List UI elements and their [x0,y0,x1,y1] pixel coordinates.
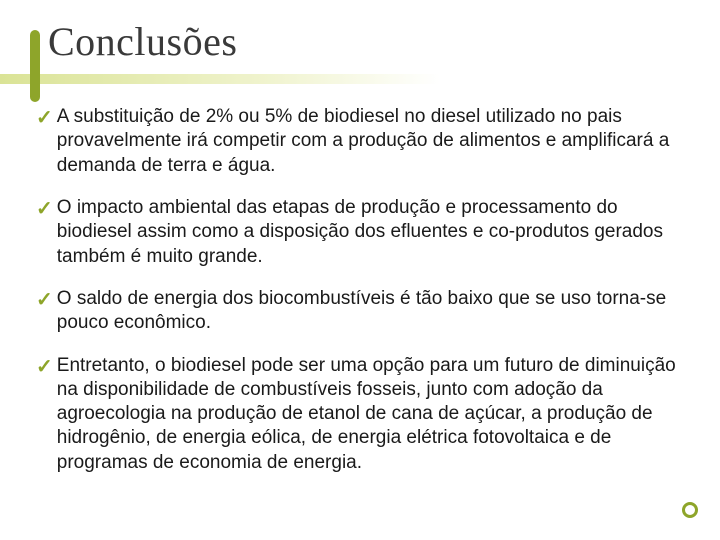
bullet-item: ✓ O impacto ambiental das etapas de prod… [36,196,678,269]
content-area: ✓ A substituição de 2% ou 5% de biodiese… [0,65,720,475]
corner-decoration-icon [682,502,698,518]
title-container: Conclusões [0,0,720,65]
bullet-item: ✓ Entretanto, o biodiesel pode ser uma o… [36,354,678,476]
slide: Conclusões ✓ A substituição de 2% ou 5% … [0,0,720,540]
check-icon: ✓ [36,288,53,312]
title-underline [0,74,440,84]
slide-title: Conclusões [48,18,720,65]
bullet-text: Entretanto, o biodiesel pode ser uma opç… [57,354,678,476]
check-icon: ✓ [36,106,53,130]
check-icon: ✓ [36,355,53,379]
bullet-text: O impacto ambiental das etapas de produç… [57,196,678,269]
check-icon: ✓ [36,197,53,221]
bullet-item: ✓ O saldo de energia dos biocombustíveis… [36,287,678,336]
bullet-text: O saldo de energia dos biocombustíveis é… [57,287,678,336]
bullet-item: ✓ A substituição de 2% ou 5% de biodiese… [36,105,678,178]
bullet-text: A substituição de 2% ou 5% de biodiesel … [57,105,678,178]
